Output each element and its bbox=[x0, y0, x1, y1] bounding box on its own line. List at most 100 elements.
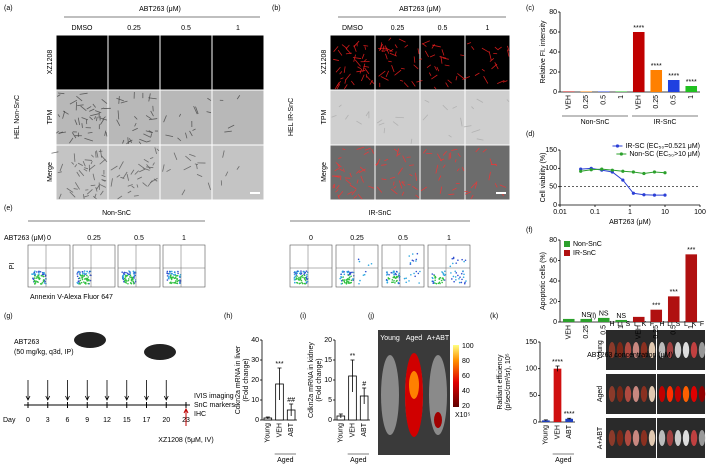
cell-texture bbox=[145, 115, 152, 120]
y-axis-label: Radiant efficiency bbox=[497, 354, 504, 410]
y-tick-label: 0 bbox=[553, 202, 557, 209]
x-axis-label: ABT263 (μM) bbox=[609, 219, 651, 226]
flow-event bbox=[398, 282, 400, 285]
bar bbox=[565, 418, 574, 422]
y-tick-label: 0 bbox=[553, 89, 557, 96]
organ-label: F bbox=[700, 321, 704, 328]
flow-event bbox=[177, 270, 179, 273]
cell-texture bbox=[445, 82, 449, 88]
panel-label: (e) bbox=[4, 205, 13, 212]
flow-event bbox=[303, 271, 305, 273]
cell-texture bbox=[364, 46, 367, 50]
flow-event bbox=[405, 277, 407, 279]
cell-texture bbox=[156, 148, 160, 152]
flow-event bbox=[33, 282, 36, 285]
row-label: TPM bbox=[47, 109, 54, 124]
flow-event bbox=[462, 276, 465, 279]
day-tick-label: 20 bbox=[162, 417, 170, 424]
flow-event bbox=[345, 282, 348, 284]
cell-texture bbox=[463, 125, 472, 128]
flow-event bbox=[300, 279, 303, 282]
data-point bbox=[610, 168, 614, 172]
flow-event bbox=[295, 278, 298, 280]
cell-texture bbox=[474, 182, 478, 189]
cell-texture bbox=[95, 151, 97, 158]
organ bbox=[624, 342, 632, 358]
x-tick-label: 0.5 bbox=[601, 325, 608, 335]
cell-texture bbox=[74, 164, 78, 168]
flow-event bbox=[81, 274, 84, 277]
cell-texture bbox=[389, 176, 396, 179]
organ bbox=[698, 342, 706, 358]
organ bbox=[674, 342, 682, 358]
flow-event bbox=[340, 273, 342, 276]
cell-texture bbox=[333, 46, 339, 52]
flow-event bbox=[306, 273, 308, 276]
cell-texture bbox=[471, 46, 475, 50]
flow-event bbox=[83, 278, 86, 280]
flow-event bbox=[385, 278, 388, 281]
color-bar-label: 100 bbox=[462, 343, 474, 350]
cell-texture bbox=[173, 152, 178, 161]
cell-texture bbox=[84, 159, 93, 161]
panel-label: (f) bbox=[526, 227, 533, 234]
flow-event bbox=[81, 277, 83, 279]
error-bar bbox=[350, 359, 355, 392]
cell-texture bbox=[358, 168, 366, 174]
cell-texture bbox=[431, 43, 435, 49]
flow-event bbox=[295, 271, 298, 274]
panel-label: (c) bbox=[526, 5, 534, 12]
cell-texture bbox=[357, 66, 362, 70]
cell-texture bbox=[441, 49, 445, 56]
data-point bbox=[631, 170, 635, 174]
cell-texture bbox=[100, 107, 105, 110]
data-point bbox=[652, 170, 657, 174]
flow-event bbox=[387, 277, 390, 280]
data-point bbox=[579, 169, 583, 173]
row-label: Young bbox=[597, 340, 604, 360]
flow-event bbox=[340, 276, 343, 279]
flow-event bbox=[431, 273, 434, 275]
flow-event bbox=[460, 272, 463, 275]
cell-texture bbox=[464, 191, 472, 195]
cell-texture bbox=[350, 80, 355, 86]
cell-texture bbox=[206, 111, 212, 114]
flow-event bbox=[42, 275, 45, 278]
cell-texture bbox=[364, 147, 371, 151]
flow-event bbox=[125, 280, 128, 282]
flow-event bbox=[86, 274, 88, 277]
cell-texture bbox=[454, 159, 457, 163]
x-tick-label: 1 bbox=[618, 325, 625, 329]
cell-texture bbox=[392, 121, 399, 126]
cell-texture bbox=[461, 166, 465, 172]
flow-event bbox=[392, 270, 395, 273]
flow-event bbox=[394, 277, 397, 279]
flow-event bbox=[175, 282, 177, 284]
flow-event bbox=[171, 272, 173, 275]
cell-texture bbox=[139, 168, 146, 173]
x-tick-label: ABT bbox=[361, 422, 368, 436]
error-bar bbox=[289, 403, 294, 416]
flow-event bbox=[440, 279, 443, 282]
column-label: DMSO bbox=[72, 25, 94, 32]
cell-texture bbox=[163, 115, 167, 123]
organ bbox=[640, 430, 648, 446]
cell-texture bbox=[149, 157, 154, 160]
cell-texture bbox=[82, 193, 85, 200]
legend-swatch bbox=[564, 250, 570, 256]
x-tick-label: 100 bbox=[694, 209, 706, 216]
day-tick-label: 9 bbox=[85, 417, 89, 424]
cell-texture bbox=[94, 116, 96, 120]
y-axis-label: (Fold change) bbox=[316, 358, 323, 401]
panel-label: (j) bbox=[368, 313, 374, 320]
flow-event bbox=[350, 279, 353, 282]
flow-event bbox=[89, 274, 92, 276]
flow-event bbox=[434, 282, 436, 284]
flow-event bbox=[296, 282, 299, 284]
flow-event bbox=[85, 277, 87, 280]
cell-texture bbox=[401, 191, 405, 196]
y-tick-label: 50 bbox=[549, 184, 557, 191]
flow-event bbox=[37, 276, 40, 279]
x-tick-label: 0.25 bbox=[583, 95, 590, 109]
header: ABT263 (μM) bbox=[4, 235, 46, 242]
